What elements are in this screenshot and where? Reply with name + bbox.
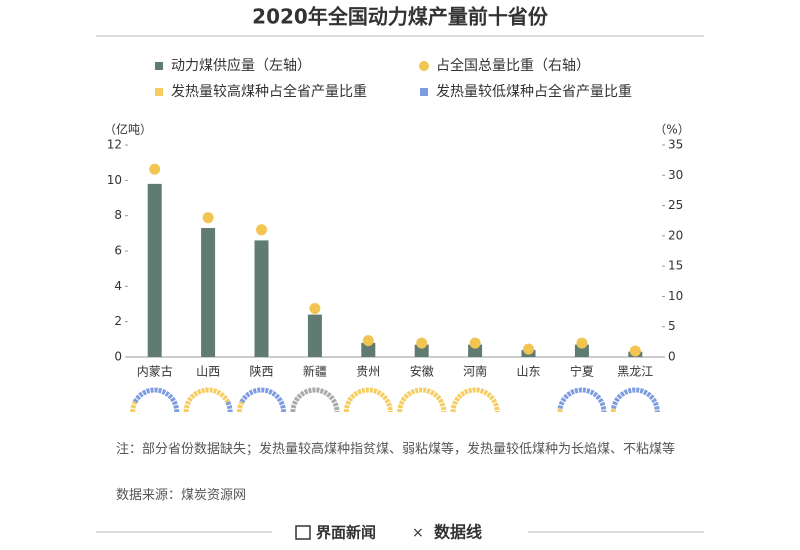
chart-title: 2020年全国动力煤产量前十省份 bbox=[252, 5, 549, 29]
y-axis-label: （亿吨） bbox=[104, 122, 152, 137]
gauge-arc bbox=[397, 387, 447, 413]
gauge-arc bbox=[132, 387, 180, 413]
bar bbox=[361, 342, 376, 357]
dot bbox=[576, 337, 588, 349]
footer-brand: 界面新闻 bbox=[316, 524, 376, 542]
y2-tick-label: 15 bbox=[668, 259, 683, 273]
gauge-arc bbox=[183, 387, 230, 413]
y-tick-label: 6 bbox=[114, 244, 122, 258]
y-tick-label: 0 bbox=[114, 350, 122, 364]
x-tick-label: 新疆 bbox=[303, 364, 327, 379]
x-tick-label: 河南 bbox=[463, 364, 487, 379]
y-tick-label: 10 bbox=[107, 173, 122, 187]
bar bbox=[147, 183, 162, 357]
y2-tick-label: 25 bbox=[668, 198, 683, 212]
y-tick-label: 8 bbox=[114, 208, 122, 222]
gauge-arc bbox=[130, 400, 138, 413]
gauge-arc bbox=[343, 387, 393, 413]
y-tick-label: 2 bbox=[114, 314, 122, 328]
dot bbox=[309, 303, 321, 315]
y-tick-label: 4 bbox=[114, 279, 122, 293]
bar bbox=[468, 344, 483, 357]
footer-bg bbox=[272, 524, 528, 542]
x-tick-label: 山西 bbox=[196, 365, 220, 379]
gauge-arc bbox=[557, 387, 607, 413]
gauge-arc bbox=[611, 387, 660, 413]
legend-label: 发热量较低煤种占全省产量比重 bbox=[436, 83, 632, 100]
x-tick-label: 陕西 bbox=[249, 364, 273, 379]
bar bbox=[307, 314, 322, 357]
legend-swatch bbox=[155, 88, 163, 96]
gauge-arc bbox=[450, 387, 500, 413]
gauge-missing bbox=[290, 387, 340, 413]
x-tick-label: 内蒙古 bbox=[137, 364, 173, 379]
dot bbox=[149, 163, 161, 175]
dot bbox=[362, 335, 374, 347]
gauge-arc bbox=[237, 400, 245, 413]
y-tick-label: 12 bbox=[107, 138, 122, 152]
y2-tick-label: 30 bbox=[668, 168, 683, 182]
source: 数据来源：煤炭资源网 bbox=[116, 488, 247, 503]
footer-cross: × bbox=[412, 525, 424, 541]
y2-axis-label: （%） bbox=[654, 123, 689, 137]
x-tick-label: 黑龙江 bbox=[617, 365, 653, 379]
dot bbox=[256, 224, 267, 236]
dot bbox=[629, 345, 641, 357]
dot bbox=[416, 337, 428, 349]
brand-icon bbox=[295, 525, 311, 540]
bar bbox=[574, 344, 589, 357]
y2-tick-label: 10 bbox=[668, 289, 683, 303]
legend-swatch bbox=[419, 61, 429, 71]
legend-label: 动力煤供应量（左轴） bbox=[171, 57, 311, 74]
dot bbox=[202, 212, 214, 224]
y2-tick-label: 0 bbox=[668, 350, 676, 364]
bar bbox=[254, 240, 269, 357]
legend-swatch bbox=[420, 88, 428, 96]
x-tick-label: 山东 bbox=[516, 365, 540, 379]
legend-label: 占全国总量比重（右轴） bbox=[436, 57, 590, 74]
legend-swatch bbox=[155, 62, 163, 70]
gauge-arc bbox=[225, 400, 233, 413]
y2-tick-label: 35 bbox=[668, 138, 683, 152]
gauge-arc bbox=[239, 387, 286, 413]
y2-tick-label: 20 bbox=[668, 228, 683, 242]
x-tick-label: 贵州 bbox=[356, 365, 380, 379]
note: 注：部分省份数据缺失；发热量较高煤种指贫煤、弱粘煤等，发热量较低煤种为长焰煤、不… bbox=[116, 442, 676, 457]
x-tick-label: 宁夏 bbox=[570, 364, 594, 379]
y2-tick-label: 5 bbox=[668, 319, 676, 333]
bar bbox=[414, 344, 429, 357]
x-tick-label: 安徽 bbox=[410, 364, 434, 379]
dot bbox=[523, 343, 534, 355]
legend-label: 发热量较高煤种占全省产量比重 bbox=[171, 83, 367, 100]
bar bbox=[201, 228, 216, 357]
dot bbox=[469, 337, 481, 349]
footer-partner: 数据线 bbox=[434, 523, 482, 542]
